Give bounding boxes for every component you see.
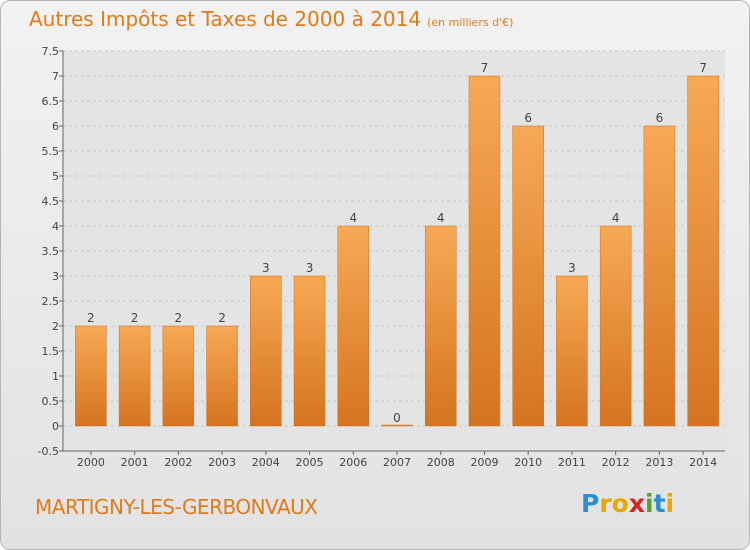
bar-2002	[162, 325, 195, 427]
y-tick-label: 7.5	[42, 45, 60, 58]
x-tick-label: 2006	[339, 456, 367, 469]
x-tick-label: 2014	[689, 456, 717, 469]
x-axis: 2000 2001 2002 2003 2004 2005 2006 2007 2008 2009…	[77, 451, 717, 469]
logo-letter: r	[599, 489, 612, 518]
data-label-2011: 3	[568, 261, 576, 275]
data-label-2008: 4	[437, 211, 445, 225]
x-tick-label: 2004	[252, 456, 280, 469]
data-label-2000: 2	[87, 311, 95, 325]
data-label-2012: 4	[612, 211, 620, 225]
data-label-2002: 2	[175, 311, 183, 325]
x-tick-label: 2002	[164, 456, 192, 469]
y-tick-label: 4.5	[42, 195, 60, 208]
y-tick-label: -0.5	[38, 445, 59, 458]
bar-2006	[337, 225, 370, 427]
logo-letter: i	[645, 489, 654, 518]
bar-2009	[468, 75, 501, 427]
y-axis: -0.5 0 0.5 1 1.5 2 2.5 3 3.5 4 4.5 5 5.5 6 6.5 7 7.5	[38, 45, 725, 458]
y-tick-label: 0	[52, 420, 59, 433]
x-tick-label: 2003	[208, 456, 236, 469]
data-label-2009: 7	[481, 61, 489, 75]
bar-2007	[381, 424, 413, 427]
x-tick-label: 2001	[121, 456, 149, 469]
logo-letter: i	[665, 489, 675, 518]
x-tick-label: 2012	[602, 456, 630, 469]
y-tick-label: 2.5	[42, 295, 60, 308]
y-tick-label: 7	[52, 70, 59, 83]
logo-letter: x	[628, 489, 645, 518]
data-label-2005: 3	[306, 261, 314, 275]
bar-2005	[293, 275, 326, 427]
chart-title: Autres Impôts et Taxes de 2000 à 2014 (en…	[29, 7, 513, 31]
x-tick-label: 2013	[645, 456, 673, 469]
x-tick-label: 2008	[427, 456, 455, 469]
y-tick-label: 4	[52, 220, 59, 233]
chart-title-text: Autres Impôts et Taxes de 2000 à 2014	[29, 7, 422, 31]
y-tick-label: 2	[52, 320, 59, 333]
data-label-2001: 2	[131, 311, 139, 325]
logo-letter: t	[653, 489, 666, 518]
y-tick-label: 1.5	[42, 345, 60, 358]
logo-letter: P	[581, 489, 600, 518]
y-tick-label: 0.5	[42, 395, 60, 408]
logo-letter: o	[611, 489, 629, 518]
x-tick-label: 2009	[470, 456, 498, 469]
y-tick-label: 3.5	[42, 245, 60, 258]
commune-name: MARTIGNY-LES-GERBONVAUX	[35, 495, 318, 519]
data-label-2007: 0	[393, 411, 401, 425]
bar-2004	[250, 275, 282, 427]
y-tick-label: 1	[52, 370, 59, 383]
data-label-2003: 2	[218, 311, 226, 325]
x-tick-label: 2007	[383, 456, 411, 469]
bar-2000	[75, 325, 107, 427]
bars: 2 2 2 2 3 3 4 0 4 7 6 3 4 6 7	[75, 61, 719, 427]
bar-2013	[643, 125, 676, 427]
proxiti-logo: Proxiti	[581, 489, 674, 518]
y-tick-label: 5	[52, 170, 59, 183]
bar-2010	[512, 125, 544, 427]
bar-2014	[687, 75, 719, 427]
bar-2011	[556, 275, 588, 427]
x-tick-label: 2011	[558, 456, 586, 469]
bar-2012	[599, 225, 632, 427]
y-tick-label: 6	[52, 120, 59, 133]
chart-unit: (en milliers d'€)	[427, 16, 514, 29]
x-tick-label: 2010	[514, 456, 542, 469]
bar-2008	[424, 225, 457, 427]
data-label-2010: 6	[524, 111, 532, 125]
y-tick-label: 6.5	[42, 95, 60, 108]
data-label-2013: 6	[656, 111, 664, 125]
data-label-2006: 4	[349, 211, 357, 225]
y-tick-label: 3	[52, 270, 59, 283]
bar-2003	[206, 325, 238, 427]
y-tick-label: 5.5	[42, 145, 60, 158]
x-tick-label: 2005	[296, 456, 324, 469]
x-tick-label: 2000	[77, 456, 105, 469]
bar-2001	[118, 325, 151, 427]
data-label-2014: 7	[699, 61, 707, 75]
data-label-2004: 3	[262, 261, 270, 275]
